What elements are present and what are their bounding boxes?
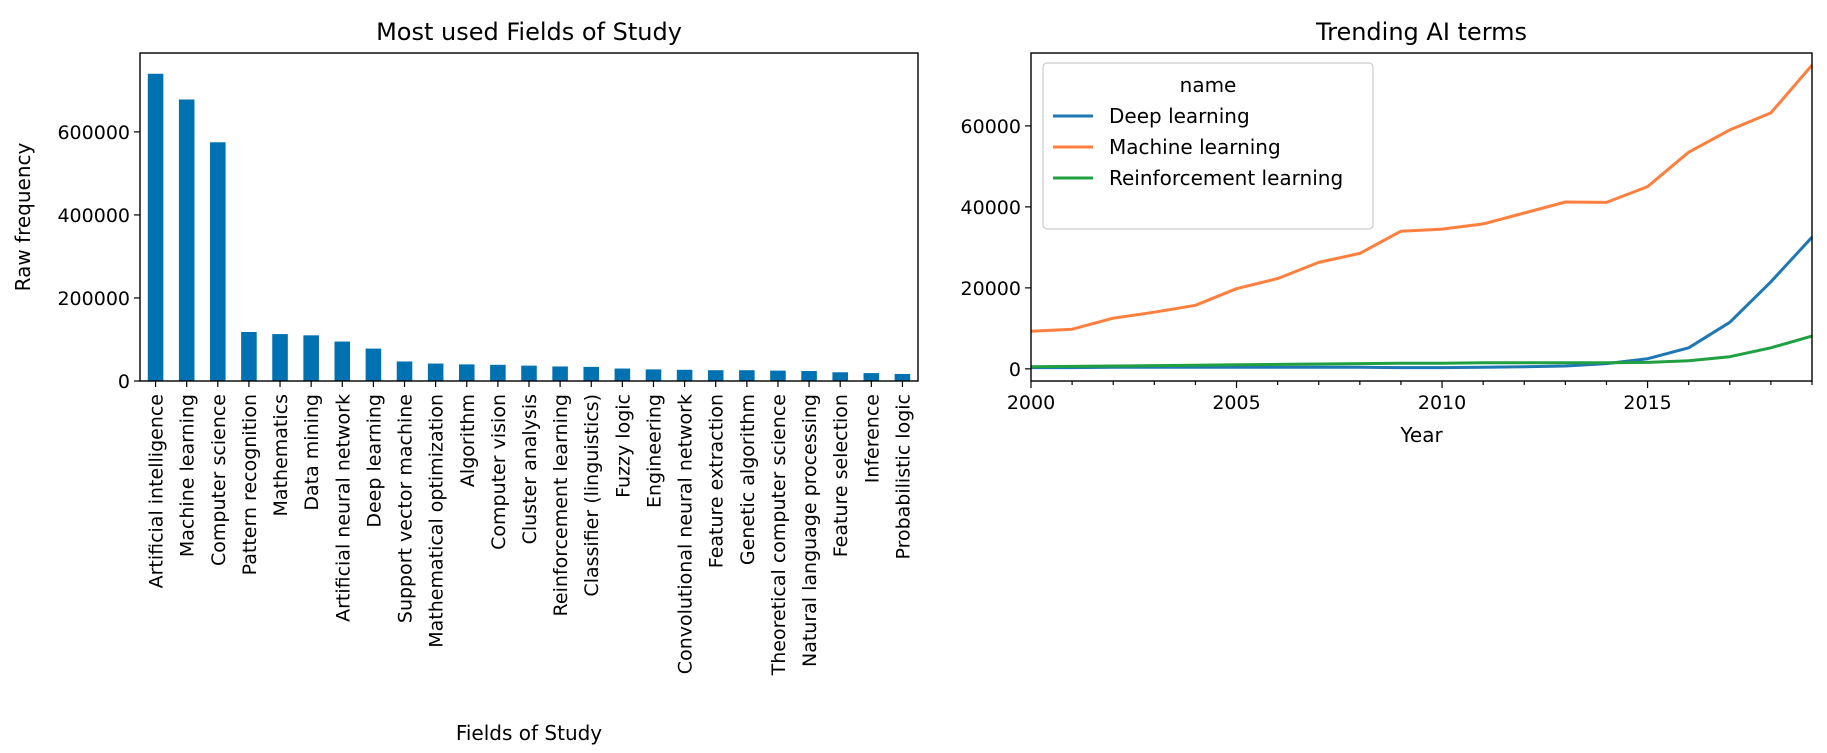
y-tick-label: 0 <box>1009 359 1021 381</box>
bar <box>365 348 382 381</box>
bar <box>645 369 662 381</box>
x-tick-label: Data mining <box>301 394 323 511</box>
bar <box>521 365 537 381</box>
x-tick-label: Feature extraction <box>706 394 728 568</box>
bar <box>894 373 911 381</box>
x-tick-label: Natural language processing <box>799 394 821 667</box>
line-chart-x-axis: 2000 2005 2010 2015 <box>1007 381 1813 414</box>
series-line <box>1031 236 1814 370</box>
x-tick-label: Theoretical computer science <box>768 394 790 676</box>
x-tick-label: Feature selection <box>830 394 852 557</box>
line-chart-y-axis: 0 20000 40000 60000 <box>961 116 1031 381</box>
y-tick-label: 400000 <box>57 205 130 227</box>
line-chart-panel: Trending AI terms Year 0200004000060000 … <box>961 18 1814 447</box>
bar-chart-x-axis: Artificial intelligence Machine learning C… <box>146 381 914 676</box>
bar <box>272 334 288 381</box>
bar <box>396 361 413 381</box>
bar <box>458 364 475 381</box>
legend-entry-label: Deep learning <box>1109 104 1250 128</box>
x-tick-label: Mathematical optimization <box>426 394 448 648</box>
x-tick-label: Deep learning <box>363 394 385 528</box>
bar <box>490 364 506 381</box>
line-chart-title: Trending AI terms <box>1315 18 1527 46</box>
bar <box>178 99 195 381</box>
x-tick-label: Mathematics <box>270 394 292 516</box>
y-tick-label: 20000 <box>961 278 1021 300</box>
bar-chart-plot-frame <box>139 52 919 382</box>
bar <box>210 142 226 381</box>
x-tick-label: Probabilistic logic <box>892 394 914 560</box>
x-tick-label: Support vector machine <box>395 394 417 623</box>
bar <box>739 370 755 381</box>
line-chart-plot-frame <box>1030 52 1813 382</box>
y-tick-label: 40000 <box>961 197 1021 219</box>
x-tick-label: Classifier (linguistics) <box>581 394 603 597</box>
x-tick-label: 2015 <box>1623 392 1671 414</box>
bar <box>770 370 786 381</box>
legend-entry-label: Reinforcement learning <box>1109 166 1343 190</box>
x-tick-label: Genetic algorithm <box>737 394 759 565</box>
x-tick-label: Machine learning <box>177 394 199 557</box>
x-tick-label: Artificial neural network <box>332 394 354 622</box>
bar <box>427 363 444 381</box>
line-chart-series <box>1030 64 1814 370</box>
bar <box>863 373 880 381</box>
bar <box>241 332 257 381</box>
x-tick-label: Reinforcement learning <box>550 394 572 616</box>
x-tick-label: Computer vision <box>488 394 510 550</box>
legend-entries: Deep learning Machine learning Reinforceme… <box>1053 104 1343 190</box>
bar <box>614 368 631 381</box>
bar-chart-x-axis-title: Fields of Study <box>456 721 602 745</box>
bar-chart-panel: Most used Fields of Study Raw frequency … <box>11 18 919 745</box>
bar <box>676 369 693 381</box>
bar <box>832 372 848 381</box>
legend-box <box>1042 62 1374 230</box>
x-tick-label: Cluster analysis <box>519 394 541 544</box>
bar-chart-title: Most used Fields of Study <box>376 18 682 46</box>
y-tick-label: 200000 <box>57 288 130 310</box>
bar <box>147 73 164 381</box>
bar-chart-y-axis-title: Raw frequency <box>11 142 35 291</box>
x-tick-label: 2010 <box>1418 392 1466 414</box>
bar-chart-bars <box>147 73 911 381</box>
bar <box>583 366 600 381</box>
x-tick-label: Pattern recognition <box>239 394 261 575</box>
y-tick-label: 0 <box>118 371 130 393</box>
bar <box>552 366 568 381</box>
x-tick-label: Fuzzy logic <box>612 394 634 498</box>
x-tick-label: 2005 <box>1212 392 1260 414</box>
x-tick-label: 2000 <box>1007 392 1055 414</box>
series-line <box>1030 334 1813 369</box>
line-chart-x-axis-title: Year <box>1399 423 1443 447</box>
x-tick-label: Inference <box>861 394 883 483</box>
series-line <box>1030 64 1814 333</box>
x-tick-label: Algorithm <box>457 394 479 487</box>
x-tick-label: Engineering <box>643 394 665 508</box>
bar <box>801 371 817 381</box>
line-chart-legend: name Deep learning Machine learning Reinfo… <box>1042 62 1374 230</box>
bar-chart-y-axis: 0 200000 400000 600000 <box>57 122 140 393</box>
x-tick-label: Convolutional neural network <box>675 394 697 674</box>
legend-title: name <box>1180 73 1237 97</box>
legend-entry-label: Machine learning <box>1109 135 1281 159</box>
y-tick-label: 60000 <box>961 116 1021 138</box>
bar <box>303 335 319 381</box>
bar <box>707 370 724 381</box>
x-tick-label: Computer science <box>208 394 230 566</box>
bar <box>334 341 351 381</box>
y-tick-label: 600000 <box>57 122 130 144</box>
x-tick-label: Artificial intelligence <box>146 394 168 588</box>
